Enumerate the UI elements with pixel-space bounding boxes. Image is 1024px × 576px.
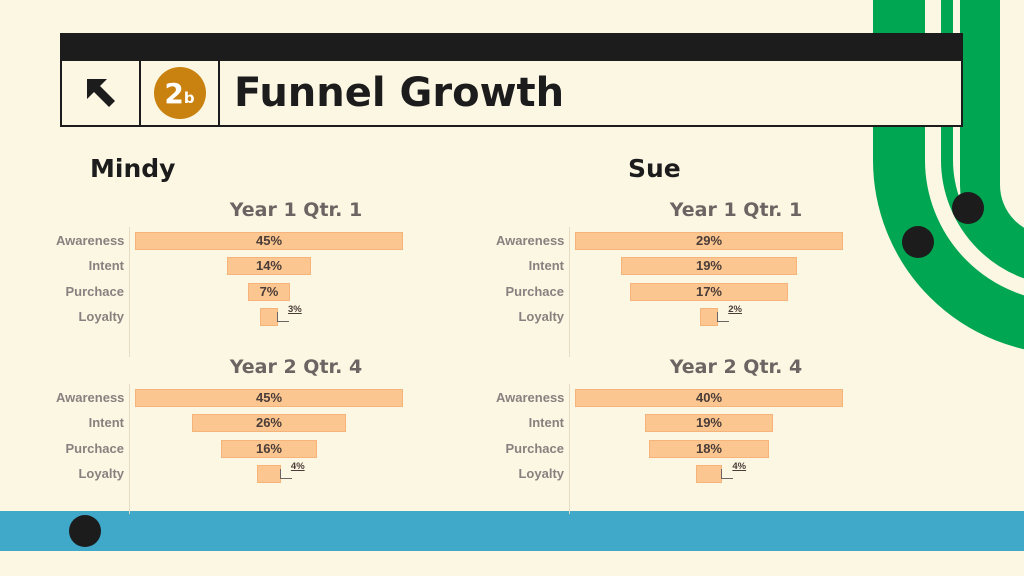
value-label-awareness: 29% [695,233,723,248]
page-title: Funnel Growth [234,70,565,116]
funnel-bar-purchace [248,282,290,301]
value-label-purchace: 17% [695,283,722,299]
value-leader-loyalty [717,311,730,322]
value-label-loyalty: 4% [732,460,747,472]
row-label-intent: Intent [528,258,564,274]
row-label-loyalty: Loyalty [518,465,564,481]
value-label-loyalty: 3% [288,303,302,315]
row-label-awareness: Awareness [496,233,565,248]
row-label-awareness: Awareness [56,233,125,248]
value-label-awareness: 45% [255,233,283,248]
arrow-up-left-icon[interactable] [81,73,121,113]
funnel-bar-awareness [135,389,403,407]
badge-suffix: b [183,89,195,107]
funnel-bar-intent [645,414,773,433]
row-label-awareness: Awareness [496,390,565,405]
value-label-awareness: 40% [695,390,723,405]
funnel-title: Year 2 Qtr. 4 [229,356,363,378]
value-label-loyalty: 4% [290,460,305,472]
row-label-awareness: Awareness [56,390,125,405]
value-label-loyalty: 2% [728,303,742,315]
person-name-mindy: Mindy [90,154,176,183]
value-label-intent: 26% [255,415,282,431]
value-leader-loyalty [721,468,734,479]
badge-number: 2 [164,76,184,110]
row-label-purchace: Purchace [65,283,124,299]
value-label-purchace: 18% [695,440,722,456]
value-label-intent: 19% [695,258,722,274]
blue-track-band [0,511,1024,551]
row-label-intent: Intent [88,258,124,274]
funnel-bar-loyalty [695,464,723,483]
green-track-dot-1 [952,192,984,224]
funnel-chart-mindy-year2: Year 2 Qtr. 4 Awareness 45% Intent 26% Purcha… [56,356,476,516]
value-label-intent: 19% [695,415,722,431]
funnel-bar-awareness [575,389,843,407]
value-leader-loyalty [279,468,292,479]
row-label-loyalty: Loyalty [78,465,124,481]
back-arrow-cell[interactable] [62,61,141,125]
funnel-axis [569,227,570,357]
funnel-bar-awareness [135,232,403,250]
funnel-bar-loyalty [257,464,281,483]
funnel-axis [129,227,130,357]
funnel-bar-intent [621,257,797,276]
funnel-bar-awareness [575,232,843,250]
funnel-bar-purchace [648,439,770,458]
funnel-chart-sue-year1: Year 1 Qtr. 1 Awareness 29% Intent 19% Purcha… [496,199,916,359]
funnel-title: Year 2 Qtr. 4 [669,356,803,378]
row-label-purchace: Purchace [505,283,564,299]
funnel-bar-purchace [221,439,317,458]
funnel-bar-intent [191,414,347,433]
funnel-chart-sue-year2: Year 2 Qtr. 4 Awareness 40% Intent 19% Purcha… [496,356,916,516]
row-label-loyalty: Loyalty [518,308,564,324]
value-label-intent: 14% [255,258,282,274]
funnel-bar-intent [227,257,311,276]
value-label-purchace: 7% [259,283,279,299]
row-label-purchace: Purchace [65,440,124,456]
value-label-purchace: 16% [255,440,282,456]
row-label-loyalty: Loyalty [78,308,124,324]
row-label-purchace: Purchace [505,440,564,456]
funnel-title: Year 1 Qtr. 1 [669,199,803,221]
row-label-intent: Intent [88,415,124,431]
person-name-sue: Sue [628,154,681,183]
row-label-intent: Intent [528,415,564,431]
funnel-chart-mindy-year1: Year 1 Qtr. 1 Awareness 45% Intent 14% Purcha… [56,199,476,359]
funnel-bar-loyalty [260,307,278,326]
funnel-bar-loyalty [699,307,719,326]
blue-track-dot [69,515,101,547]
funnel-axis [129,384,130,514]
green-track-outer-curve [873,0,1024,350]
funnel-axis [569,384,570,514]
header-bar [62,35,961,61]
value-leader-loyalty [277,311,289,322]
value-label-awareness: 45% [255,390,283,405]
green-track-inner-band [960,0,1024,275]
funnel-bar-purchace [630,282,788,301]
funnel-title: Year 1 Qtr. 1 [229,199,363,221]
green-track-inner-curve [925,0,1024,296]
green-track-dot-2 [902,226,934,258]
